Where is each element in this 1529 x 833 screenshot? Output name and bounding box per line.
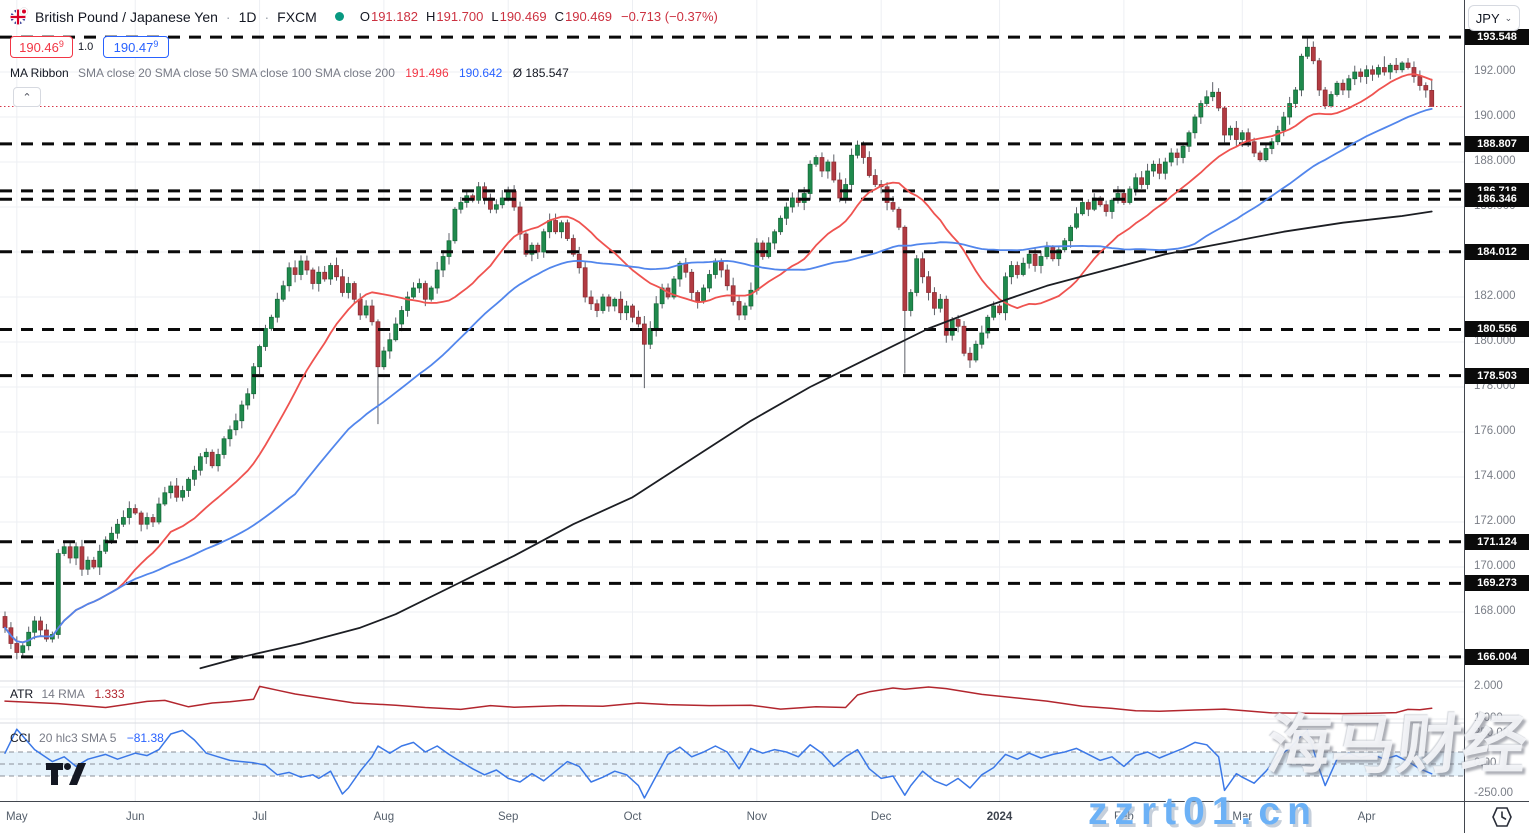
cci-title: CCI: [10, 731, 31, 745]
spread-value: 1.0: [78, 41, 94, 53]
low-value: 190.469: [499, 9, 547, 24]
time-axis-label: Apr: [1357, 811, 1376, 823]
time-axis-label: Jun: [125, 811, 145, 823]
low-label: L: [491, 9, 499, 24]
cci-value: −81.38: [126, 731, 164, 745]
price-scale-label: 168.000: [1474, 605, 1516, 617]
level-price-label: 180.556: [1465, 321, 1529, 338]
price-scale-label: 182.000: [1474, 290, 1516, 302]
time-axis-label: Feb: [1113, 811, 1134, 823]
atr-title: ATR: [10, 687, 34, 701]
sell-button[interactable]: 190.46 9: [10, 36, 73, 58]
sma20-value: 191.496: [405, 66, 449, 80]
ma-ribbon-legend[interactable]: MA Ribbon SMA close 20 SMA close 50 SMA …: [10, 66, 569, 80]
time-axis-label: 2024: [986, 811, 1013, 823]
ma-line-50: [4, 108, 1433, 644]
currency-dropdown[interactable]: JPY ⌄: [1468, 5, 1520, 31]
ma-line-200: [199, 210, 1433, 670]
atr-scale-label: 2.000: [1474, 680, 1503, 692]
title-separator: ·: [225, 8, 231, 25]
symbol-title[interactable]: British Pound / Japanese Yen: [35, 8, 218, 25]
cci-scale-label: -250.00: [1474, 787, 1514, 799]
open-value: 191.182: [370, 9, 418, 24]
cci-params: 20 hlc3 SMA 5: [39, 731, 117, 745]
close-value: 190.469: [564, 9, 612, 24]
cci-band: [0, 751, 1464, 777]
market-status-dot[interactable]: [334, 12, 344, 21]
atr-scale-label: 1.000: [1474, 712, 1503, 724]
level-lines: [0, 35, 1464, 659]
close-label: C: [554, 9, 564, 24]
tradingview-logo[interactable]: [46, 763, 88, 785]
cci-legend[interactable]: CCI 20 hlc3 SMA 5 −81.38: [10, 731, 164, 745]
sell-price-sup: 9: [58, 39, 64, 49]
time-axis-label: Dec: [870, 811, 892, 823]
currency-label: JPY: [1475, 10, 1500, 26]
sell-price: 190.46: [19, 39, 59, 55]
buy-price-sup: 9: [153, 39, 159, 49]
high-label: H: [425, 9, 436, 24]
atr-legend[interactable]: ATR 14 RMA 1.333: [10, 687, 125, 701]
chevron-down-icon: ⌄: [1504, 12, 1513, 23]
price-scale-label: 188.000: [1474, 155, 1516, 167]
level-price-label: 184.012: [1465, 243, 1529, 260]
change-value: −0.713 (−0.37%): [620, 9, 718, 24]
cci-scale-label: 0.00: [1474, 757, 1497, 769]
time-axis[interactable]: May Jun Jul Aug Sep Oct Nov Dec 2024 Feb Mar Apr: [0, 801, 1529, 833]
cci-line: [4, 728, 1433, 799]
time-axis-label: Aug: [373, 811, 395, 823]
interval-label[interactable]: 1D: [238, 8, 257, 25]
price-scale-label: 174.000: [1474, 470, 1516, 482]
atr-params: 14 RMA: [41, 687, 85, 701]
level-price-label: 169.273: [1465, 575, 1529, 592]
collapse-indicator-button[interactable]: ⌃: [13, 87, 41, 107]
price-scale-divider: [1464, 0, 1465, 833]
level-price-label: 171.124: [1465, 533, 1529, 550]
buy-button[interactable]: 190.47 9: [103, 36, 169, 58]
clock-icon[interactable]: [1491, 806, 1513, 828]
ma-line-20: [4, 73, 1433, 644]
symbol-legend[interactable]: British Pound / Japanese Yen · 1D · FXCM…: [10, 7, 718, 26]
price-scale-label: 192.000: [1474, 65, 1516, 77]
sma50-value: 190.642: [458, 66, 503, 80]
chevron-up-icon: ⌃: [22, 91, 32, 104]
time-axis-label: Oct: [623, 811, 642, 823]
price-scale-label: 172.000: [1474, 515, 1516, 527]
ma-avg-value: Ø 185.547: [512, 66, 569, 80]
level-price-label: 188.807: [1465, 135, 1529, 152]
title-separator: ·: [264, 8, 270, 25]
cci-scale-label: 250.00: [1474, 727, 1510, 739]
time-axis-label: Sep: [497, 811, 519, 823]
atr-value: 1.333: [94, 687, 125, 701]
level-price-label: 166.004: [1465, 648, 1529, 665]
price-scale-label: 176.000: [1474, 425, 1516, 437]
time-axis-label: Mar: [1232, 811, 1253, 823]
level-price-label: 178.503: [1465, 367, 1529, 384]
price-scale-label: 190.000: [1474, 110, 1516, 122]
ma-ribbon-params: SMA close 20 SMA close 50 SMA close 100 …: [78, 66, 395, 80]
level-price-label: 193.548: [1465, 29, 1529, 46]
high-value: 191.700: [436, 9, 484, 24]
level-price-label: 186.346: [1465, 191, 1529, 208]
price-scale-label: 170.000: [1474, 560, 1516, 572]
atr-gridlines: [0, 686, 1464, 720]
time-axis-label: May: [5, 811, 28, 823]
price-scale[interactable]: 192.000190.000188.000186.000184.000182.0…: [1465, 0, 1529, 801]
time-axis-label: Nov: [746, 811, 768, 823]
ma-ribbon-title: MA Ribbon: [10, 66, 69, 80]
buy-price: 190.47: [113, 39, 154, 55]
price-scale-label: 180.000: [1474, 335, 1516, 347]
ohlc-values: O191.182 H191.700 L190.469 C190.469 −0.7…: [360, 9, 718, 24]
time-axis-label: Jul: [252, 811, 267, 823]
open-label: O: [359, 9, 370, 24]
atr-line: [4, 685, 1433, 715]
exchange-label[interactable]: FXCM: [277, 8, 317, 25]
gbpjpy-flag-icon: [10, 7, 29, 25]
